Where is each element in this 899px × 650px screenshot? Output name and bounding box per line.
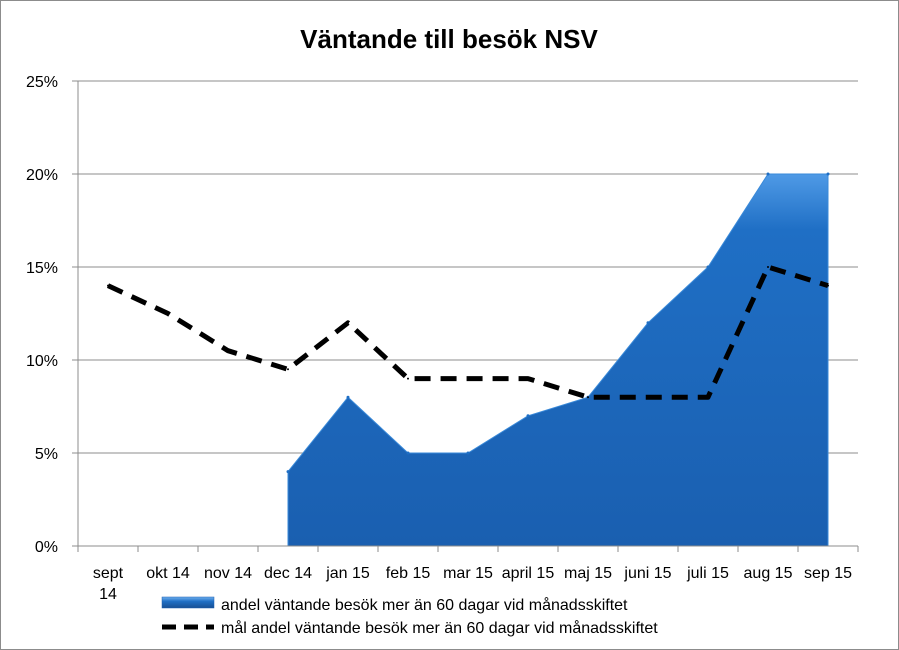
legend-area-swatch — [161, 596, 215, 609]
area-point — [826, 172, 830, 176]
x-tick-label: okt 14 — [146, 565, 190, 582]
area-point — [466, 451, 470, 455]
legend-area-label: andel väntande besök mer än 60 dagar vid… — [221, 596, 628, 614]
target-point — [107, 284, 109, 287]
area-point — [766, 172, 770, 176]
target-point — [527, 377, 529, 380]
target-point — [347, 321, 349, 324]
legend-line-label: mål andel väntande besök mer än 60 dagar… — [221, 619, 658, 637]
y-tick-label: 0% — [35, 539, 58, 556]
y-tick-label: 10% — [26, 353, 58, 370]
y-tick-labels: 0% 5% 10% 15% 20% 25% — [26, 74, 58, 556]
x-tick-label: nov 14 — [204, 565, 252, 582]
x-tick-label: aug 15 — [744, 565, 793, 582]
target-point — [827, 284, 829, 287]
y-tick-label: 5% — [35, 446, 58, 463]
target-point — [167, 312, 169, 315]
target-point — [647, 396, 649, 399]
chart-title: Väntande till besök NSV — [300, 24, 598, 54]
axes — [77, 81, 859, 552]
x-tick-label: juli 15 — [686, 565, 729, 582]
target-point — [407, 377, 409, 380]
area-point — [526, 414, 530, 418]
x-tick-label: feb 15 — [386, 565, 431, 582]
target-point — [707, 396, 709, 399]
area-point — [406, 451, 410, 455]
target-point — [287, 368, 289, 371]
x-tick-label: dec 14 — [264, 565, 312, 582]
area-point — [646, 321, 650, 325]
target-line-series — [106, 264, 829, 400]
x-tick-label: maj 15 — [564, 565, 612, 582]
x-tick-label: sep 15 — [804, 565, 852, 582]
y-tick-label: 15% — [26, 260, 58, 277]
x-tick-label: juni 15 — [623, 565, 671, 582]
x-tick-label: mar 15 — [443, 565, 493, 582]
target-point — [767, 266, 769, 268]
target-point — [587, 396, 589, 399]
area-point — [286, 470, 290, 474]
y-tick-label: 25% — [26, 74, 58, 91]
x-tick-label: sept 14 — [93, 565, 124, 603]
area-series — [286, 172, 830, 547]
x-tick-label: april 15 — [502, 565, 555, 582]
area-point — [706, 265, 710, 269]
target-point — [467, 377, 469, 380]
area-point — [346, 395, 350, 399]
legend: andel väntande besök mer än 60 dagar vid… — [161, 596, 658, 637]
x-tick-label: jan 15 — [325, 565, 370, 582]
x-tick-labels: sept 14 okt 14 nov 14 dec 14 jan 15 feb 15 mar … — [93, 565, 852, 603]
target-point — [227, 349, 229, 352]
y-tick-label: 20% — [26, 167, 58, 184]
